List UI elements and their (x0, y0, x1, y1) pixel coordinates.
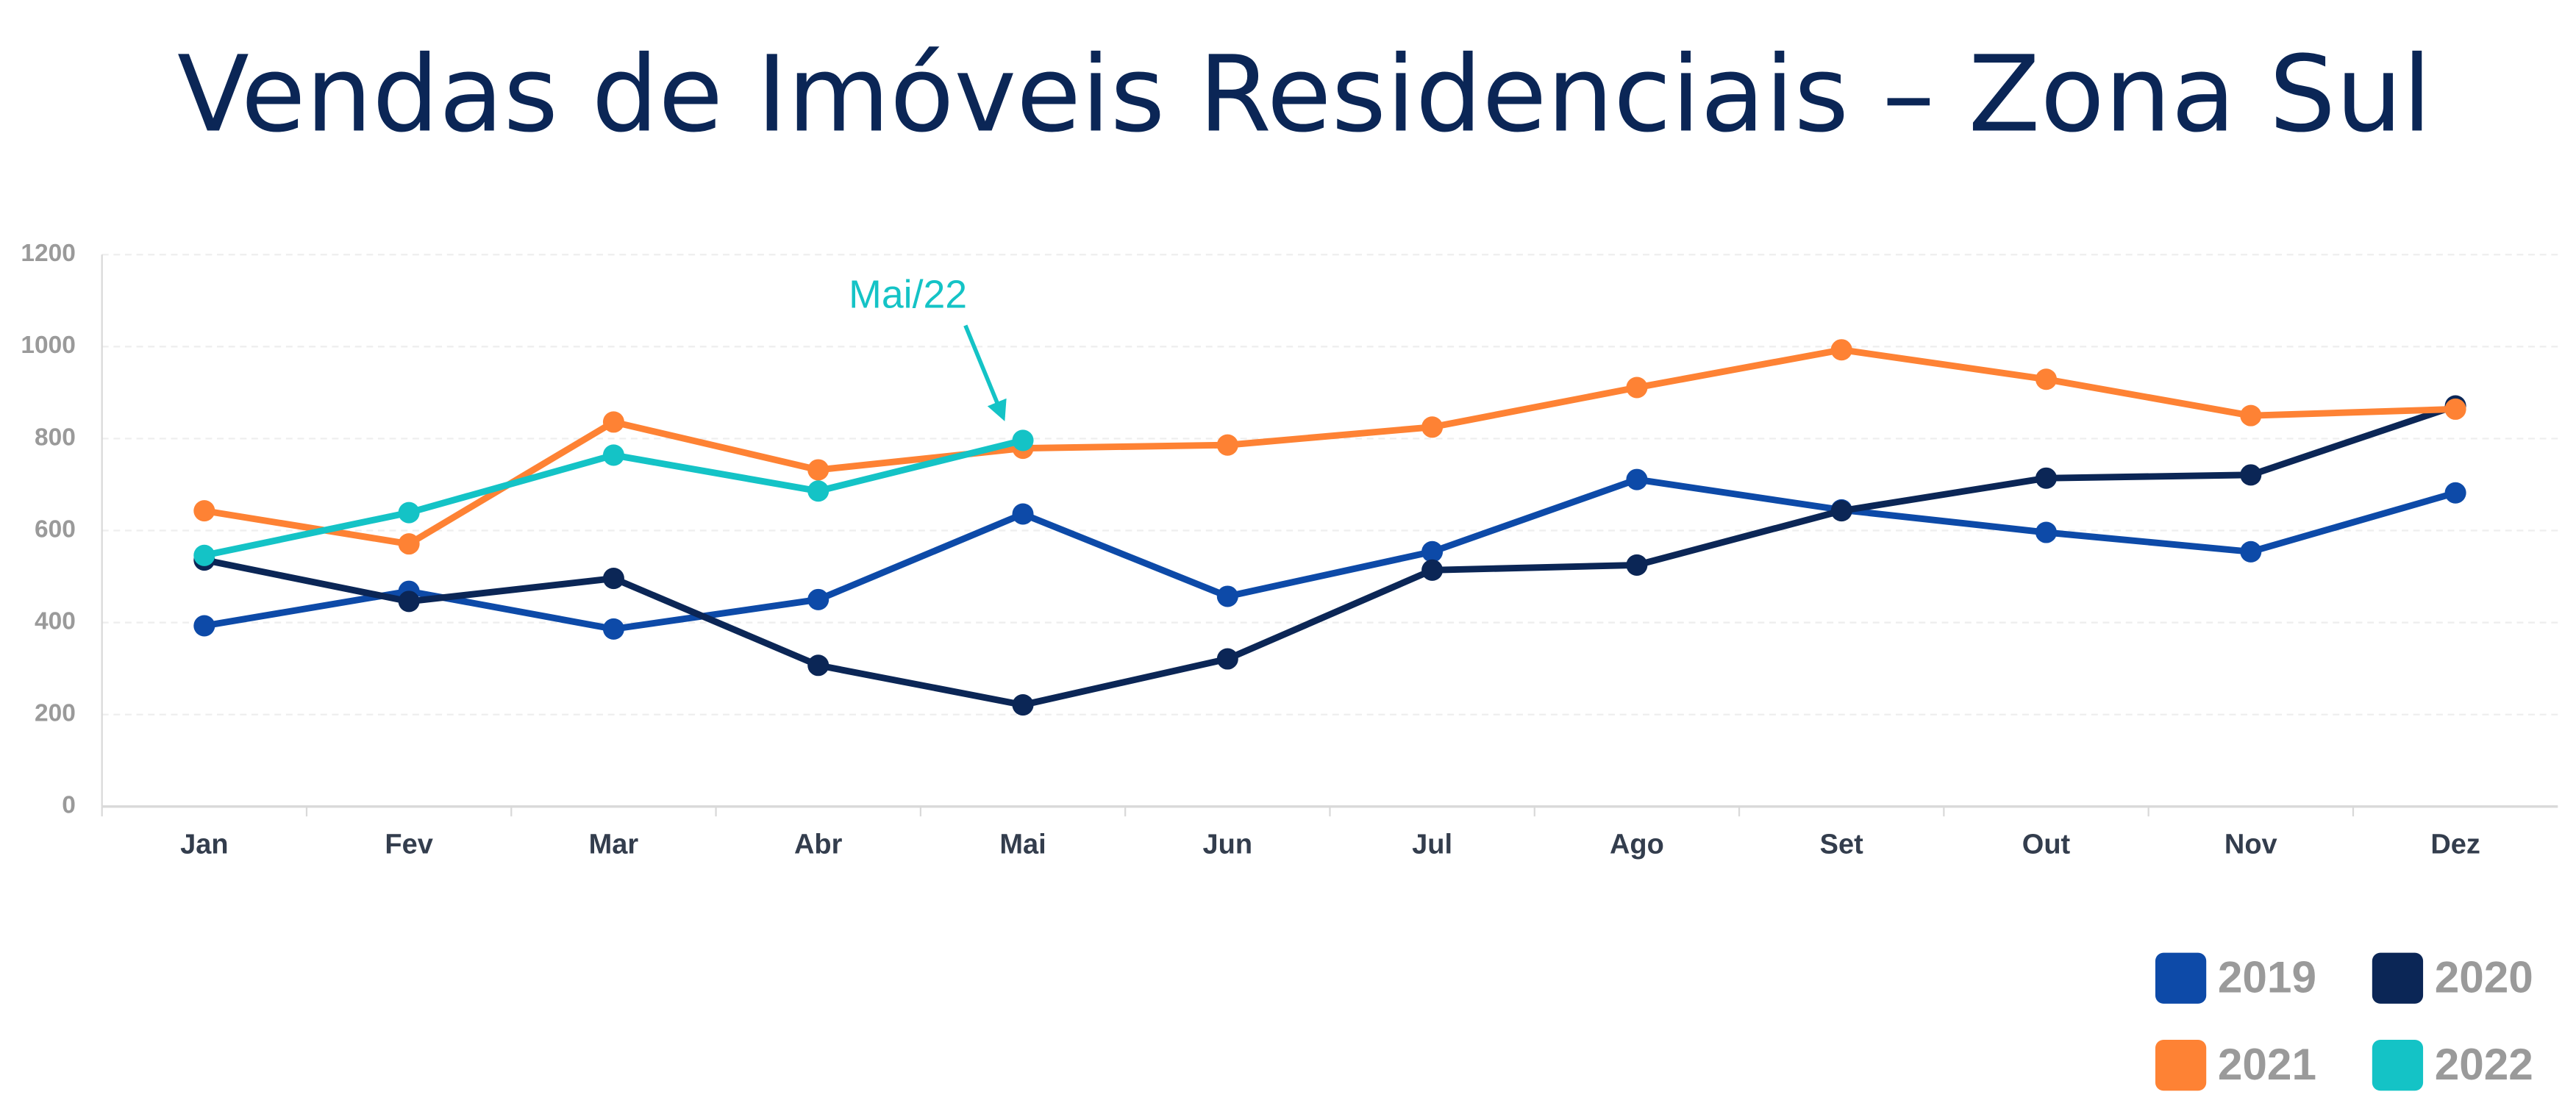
y-tick-label: 1200 (21, 240, 76, 267)
data-point (193, 615, 215, 637)
x-tick-label: Jul (1412, 829, 1452, 860)
x-tick-label: Set (1820, 829, 1863, 860)
data-point (398, 533, 420, 555)
legend-swatch (2372, 952, 2424, 1004)
data-point (1626, 554, 1648, 576)
x-tick-label: Dez (2430, 829, 2480, 860)
data-point (2240, 540, 2262, 563)
data-point (1012, 694, 1034, 716)
data-point (1216, 434, 1238, 456)
data-point (602, 618, 624, 640)
data-point (807, 588, 829, 610)
legend-label: 2020 (2435, 952, 2533, 1002)
y-tick-label: 800 (35, 424, 76, 451)
x-tick-label: Jun (1203, 829, 1253, 860)
legend-label: 2021 (2218, 1039, 2316, 1089)
data-point (2035, 467, 2058, 489)
data-point (2240, 464, 2262, 486)
legend-swatch (2155, 952, 2207, 1004)
legend-swatch (2155, 1040, 2207, 1091)
series-line (203, 402, 2457, 709)
data-point (2240, 404, 2262, 427)
annotation-arrow (963, 324, 1007, 421)
data-point (807, 459, 829, 481)
data-point (1421, 559, 1444, 581)
data-point (1216, 585, 1238, 607)
data-point (2444, 398, 2466, 420)
data-point (1626, 377, 1648, 399)
y-tick-label: 200 (35, 700, 76, 727)
data-point (398, 590, 420, 613)
data-point (1216, 648, 1238, 670)
y-tick-label: 0 (62, 792, 76, 819)
data-point (807, 654, 829, 677)
chart-title: Vendas de Imóveis Residenciais – Zona Su… (177, 33, 2432, 156)
data-point (1830, 339, 1852, 361)
data-point (1421, 416, 1444, 438)
data-point (2035, 368, 2058, 390)
data-point (398, 502, 420, 524)
legend-label: 2019 (2218, 952, 2316, 1002)
data-point (807, 480, 829, 502)
data-point (1626, 468, 1648, 490)
x-tick-label: Ago (1610, 829, 1664, 860)
y-tick-label: 400 (35, 607, 76, 635)
x-tick-label: Out (2022, 829, 2071, 860)
series-line (204, 476, 2457, 632)
x-tick-label: Mar (589, 829, 639, 860)
series-line (204, 346, 2456, 548)
data-point (193, 500, 215, 522)
data-point (602, 411, 624, 433)
data-point (1012, 503, 1034, 525)
data-point (2444, 482, 2466, 504)
x-tick-label: Mai (999, 829, 1046, 860)
data-point (602, 444, 624, 466)
annotation: Mai/22 (849, 273, 967, 317)
y-tick-label: 600 (35, 515, 76, 543)
x-tick-label: Abr (794, 829, 843, 860)
data-point (1012, 429, 1034, 452)
data-point (1421, 540, 1444, 563)
y-tick-label: 1000 (21, 332, 76, 359)
data-point (2035, 521, 2058, 543)
x-tick-label: Nov (2224, 829, 2277, 860)
data-point (193, 544, 215, 566)
x-tick-label: Fev (385, 829, 432, 860)
x-tick-label: Jan (180, 829, 228, 860)
data-point (602, 568, 624, 590)
legend-label: 2022 (2435, 1039, 2533, 1089)
data-point (1830, 500, 1852, 522)
legend-swatch (2372, 1040, 2424, 1091)
